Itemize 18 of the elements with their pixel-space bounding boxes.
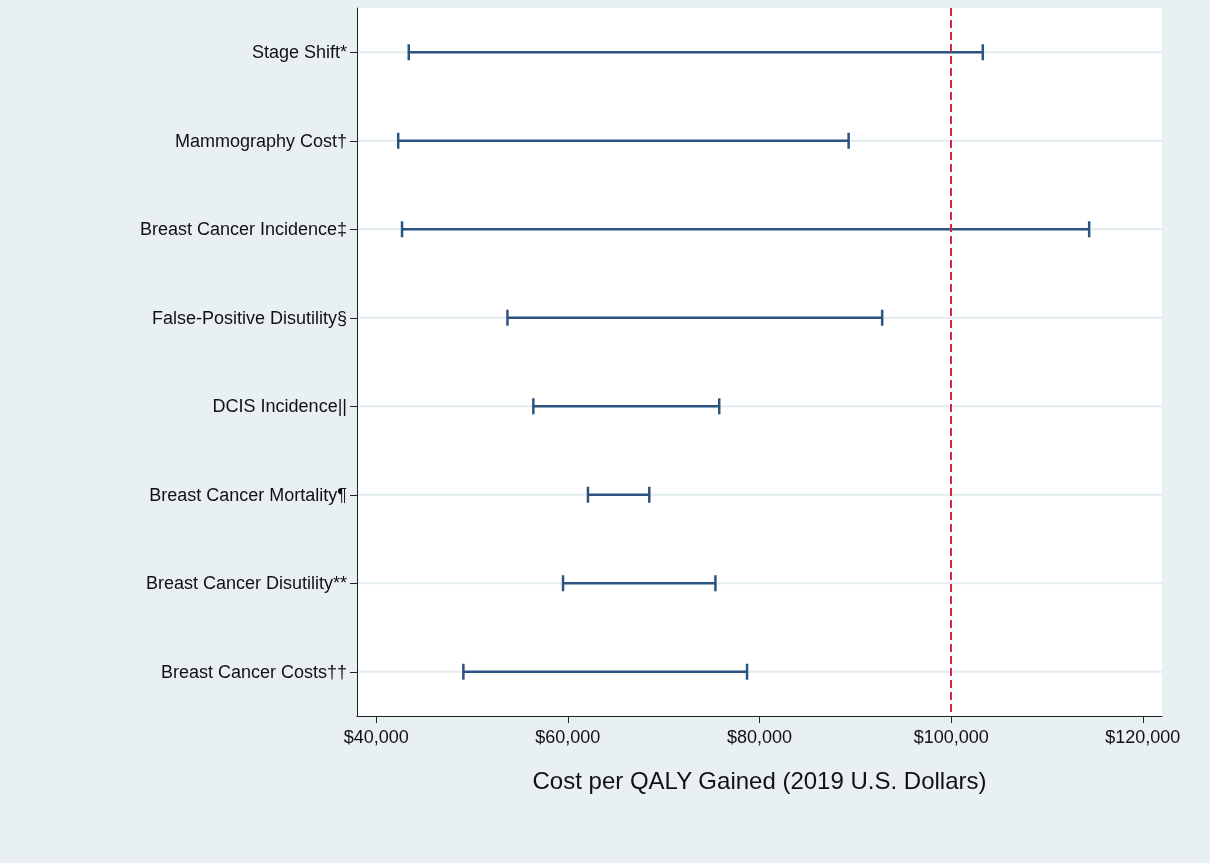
y-tick-label: False-Positive Disutility§ — [151, 307, 347, 328]
y-tick-label: Breast Cancer Costs†† — [160, 661, 347, 682]
y-tick-label: Mammography Cost† — [174, 130, 347, 151]
x-tick-label: $100,000 — [913, 727, 989, 747]
x-tick-label: $40,000 — [343, 727, 409, 747]
x-tick-label: $60,000 — [535, 727, 601, 747]
y-tick-label: Stage Shift* — [251, 42, 347, 63]
x-tick-label: $80,000 — [726, 727, 793, 747]
y-tick-label: Breast Cancer Incidence‡ — [139, 219, 347, 240]
bar — [402, 228, 1090, 231]
bar — [408, 51, 983, 54]
x-axis-title: Cost per QALY Gained (2019 U.S. Dollars) — [532, 766, 987, 794]
bar — [533, 405, 720, 408]
x-tick-label: $120,000 — [1105, 727, 1181, 747]
bar — [563, 582, 716, 585]
y-tick-label: DCIS Incidence|| — [212, 396, 347, 417]
y-tick-label: Breast Cancer Mortality¶ — [149, 484, 347, 505]
y-tick-label: Breast Cancer Disutility** — [145, 573, 347, 594]
